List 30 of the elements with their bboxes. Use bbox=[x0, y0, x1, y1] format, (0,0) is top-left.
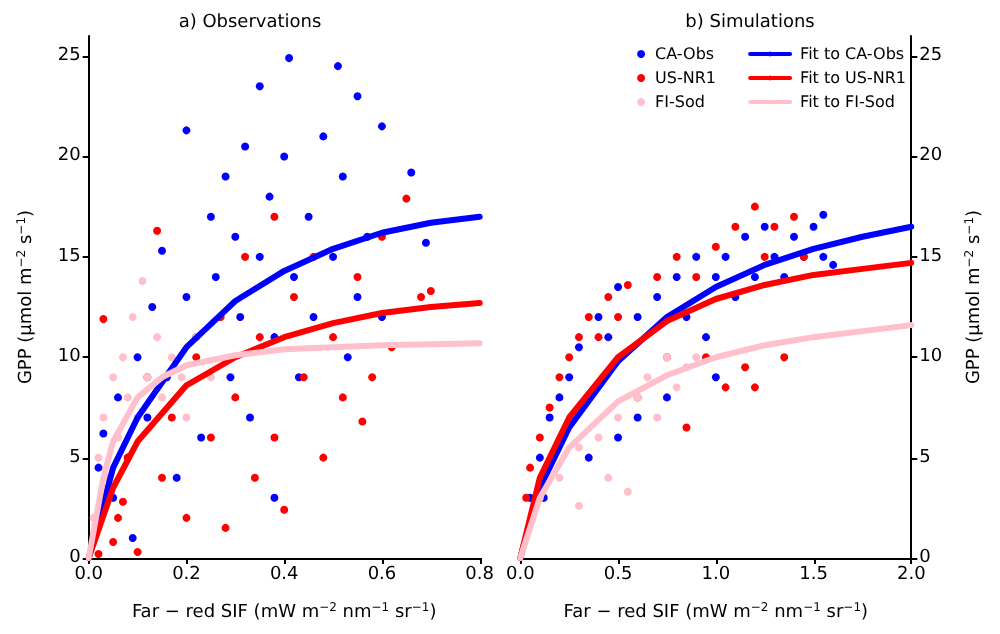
y-tick-label: 0 bbox=[69, 548, 82, 568]
y-tick-label: 25 bbox=[57, 46, 81, 67]
x-tick-label: 1.0 bbox=[701, 565, 731, 585]
y2-tick-label: 20 bbox=[919, 146, 943, 167]
legend-label: US-NR1 bbox=[655, 69, 716, 87]
chart-title: b) Simulations bbox=[685, 13, 816, 33]
x-tick-label: 2.0 bbox=[896, 565, 927, 585]
y2-tick-label: 0 bbox=[919, 548, 932, 568]
legend-label: Fit to CA-Obs bbox=[800, 45, 905, 63]
y-tick-label: 20 bbox=[57, 146, 82, 167]
y2-tick-label: 15 bbox=[919, 246, 943, 267]
y2-tick-label: 25 bbox=[919, 46, 943, 67]
x-tick-label: 0.4 bbox=[269, 565, 300, 585]
x-tick-label: 0.6 bbox=[367, 565, 397, 585]
legend-label: Fit to FI-Sod bbox=[800, 93, 895, 111]
x-tick-label: 0.0 bbox=[505, 565, 536, 585]
x-tick-label: 0.8 bbox=[465, 565, 495, 585]
x-tick-label: 0.0 bbox=[74, 565, 104, 585]
y2-tick-label: 5 bbox=[919, 447, 931, 468]
y-tick-label: 10 bbox=[57, 347, 82, 368]
x-tick-label: 0.2 bbox=[172, 565, 201, 585]
legend-label: Fit to US-NR1 bbox=[800, 69, 907, 87]
y2-tick-label: 10 bbox=[919, 347, 943, 368]
y-tick-label: 15 bbox=[57, 246, 81, 267]
x-tick-label: 1.5 bbox=[799, 565, 828, 585]
legend-label: CA-Obs bbox=[655, 45, 715, 63]
y-tick-label: 5 bbox=[69, 447, 81, 468]
legend-label: FI-Sod bbox=[655, 93, 705, 111]
chart-title: a) Observations bbox=[178, 13, 322, 33]
x-tick-label: 0.5 bbox=[603, 565, 633, 585]
